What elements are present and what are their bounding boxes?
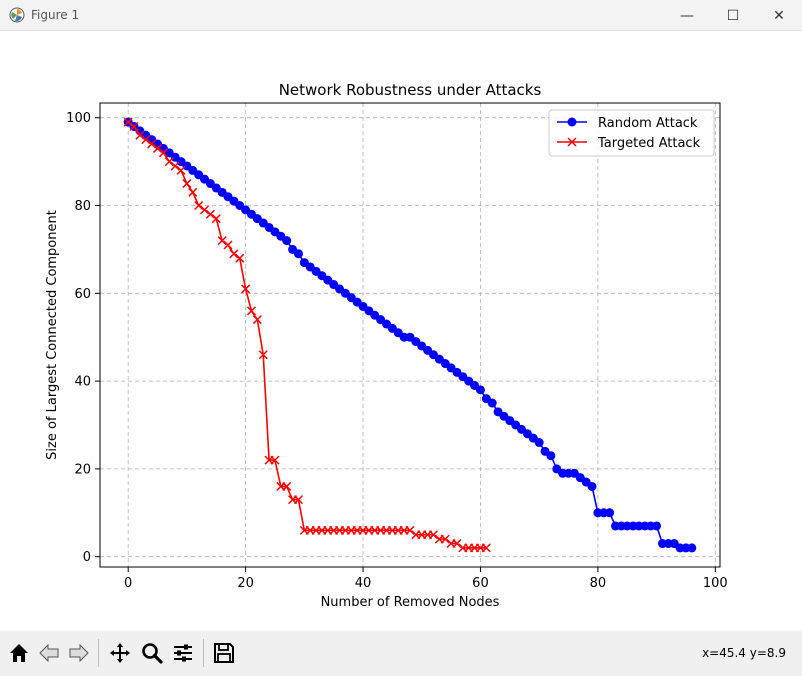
data-point-targeted	[205, 209, 215, 219]
data-point-targeted	[481, 543, 491, 553]
toolbar-separator	[98, 639, 99, 667]
y-tick-label: 40	[74, 375, 91, 390]
figure-canvas[interactable]: 0 20 40 60 80 100 0 20 40 60 80 100 Network Robustn…	[0, 31, 802, 631]
chart-title: Network Robustness under Attacks	[279, 81, 542, 99]
data-point-targeted	[235, 253, 245, 263]
data-point-targeted	[188, 187, 198, 197]
data-point-random	[487, 398, 497, 408]
data-point-targeted	[153, 143, 163, 153]
zoom-button[interactable]	[137, 638, 167, 668]
maximize-button[interactable]: ☐	[710, 0, 756, 31]
y-tick-label: 100	[66, 111, 91, 126]
legend-marker-random	[567, 117, 577, 127]
toolbar-separator	[203, 639, 204, 667]
data-point-targeted	[158, 148, 168, 158]
maximize-icon: ☐	[726, 7, 740, 24]
x-tick-label: 0	[124, 576, 132, 591]
data-point-targeted	[170, 161, 180, 171]
magnifier-icon	[142, 643, 163, 664]
data-point-targeted	[194, 200, 204, 211]
data-point-targeted	[428, 530, 439, 540]
data-point-targeted	[176, 165, 186, 175]
x-tick-label: 20	[237, 576, 254, 591]
cursor-coordinates: x=45.4 y=8.9	[702, 646, 786, 660]
back-button[interactable]	[34, 638, 64, 668]
data-point-random	[534, 438, 544, 448]
home-icon	[10, 644, 28, 662]
home-button[interactable]	[4, 638, 34, 668]
y-tick-label: 0	[83, 550, 91, 565]
data-point-targeted	[223, 240, 233, 250]
data-point-random	[605, 508, 615, 518]
chart: 0 20 40 60 80 100 0 20 40 60 80 100 Network Robustn…	[0, 31, 802, 631]
data-point-targeted	[270, 455, 280, 465]
legend-marker-targeted	[567, 137, 577, 147]
data-point-targeted	[211, 214, 221, 224]
close-icon: ✕	[773, 7, 785, 24]
data-point-targeted	[241, 284, 251, 294]
data-point-targeted	[282, 481, 292, 491]
matplotlib-icon	[9, 7, 25, 23]
back-arrow-icon	[39, 643, 59, 663]
minimize-button[interactable]: —	[664, 0, 710, 31]
data-point-targeted	[135, 130, 145, 140]
x-tick-label: 60	[472, 576, 489, 591]
data-point-targeted	[129, 121, 139, 132]
data-point-random	[587, 481, 597, 491]
data-point-targeted	[452, 538, 462, 549]
window-title: Figure 1	[31, 8, 80, 22]
forward-button[interactable]	[64, 638, 94, 668]
configure-subplots-button[interactable]	[168, 638, 198, 668]
window-titlebar: Figure 1 — ☐ ✕	[0, 0, 802, 31]
data-point-targeted	[405, 525, 415, 535]
matplotlib-toolbar: x=45.4 y=8.9	[0, 631, 802, 676]
data-point-random	[546, 451, 556, 461]
x-tick-label: 40	[355, 576, 372, 591]
data-point-targeted	[293, 495, 303, 505]
data-point-random	[652, 521, 662, 531]
data-point-targeted	[252, 315, 262, 325]
x-axis-label: Number of Removed Nodes	[321, 595, 500, 610]
data-point-targeted	[440, 534, 450, 544]
data-point-targeted	[147, 139, 157, 149]
data-point-targeted	[246, 306, 257, 316]
data-point-targeted	[123, 117, 133, 127]
y-tick-label: 60	[74, 287, 91, 302]
pan-button[interactable]	[105, 638, 135, 668]
data-point-targeted	[164, 157, 174, 167]
data-point-targeted	[217, 236, 227, 246]
x-tick-label: 100	[703, 576, 728, 591]
legend-label-targeted: Targeted Attack	[597, 136, 701, 151]
x-tick-label: 80	[590, 576, 607, 591]
data-point-random	[687, 543, 697, 553]
data-point-random	[475, 385, 485, 395]
data-point-random	[282, 236, 292, 246]
move-icon	[110, 643, 130, 663]
data-point-targeted	[229, 249, 239, 259]
legend-label-random: Random Attack	[598, 116, 698, 131]
plot-frame	[99, 102, 721, 568]
data-point-targeted	[141, 135, 151, 145]
save-button[interactable]	[209, 638, 239, 668]
legend: Random Attack Targeted Attack	[548, 109, 715, 157]
y-tick-label: 20	[74, 462, 91, 477]
floppy-disk-icon	[214, 643, 234, 663]
minimize-icon: —	[680, 7, 694, 24]
close-button[interactable]: ✕	[756, 0, 802, 31]
data-point-targeted	[258, 350, 268, 360]
y-axis-label: Size of Largest Connected Component	[45, 210, 60, 460]
sliders-icon	[174, 644, 192, 662]
data-point-random	[293, 249, 303, 259]
data-point-targeted	[182, 179, 192, 189]
forward-arrow-icon	[69, 643, 89, 663]
y-tick-label: 80	[74, 199, 91, 214]
data-point-targeted	[199, 205, 210, 215]
